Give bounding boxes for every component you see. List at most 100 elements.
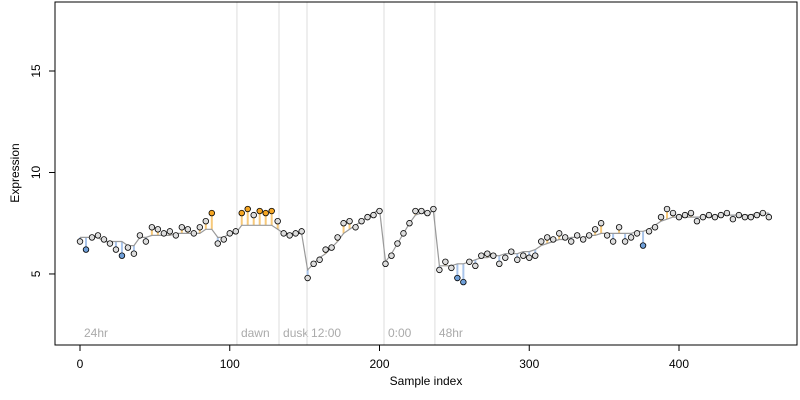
data-point [184, 226, 192, 233]
data-point [639, 242, 647, 249]
event-label: 48hr [439, 326, 463, 340]
data-point [178, 224, 186, 231]
data-point [657, 213, 665, 221]
data-point [436, 266, 443, 274]
data-point [711, 213, 719, 221]
data-point [346, 217, 353, 225]
data-point [340, 220, 347, 227]
x-tick-label: 300 [519, 357, 539, 371]
x-axis-label: Sample index [390, 374, 463, 388]
data-point [400, 230, 407, 237]
data-point [262, 209, 269, 217]
data-point [556, 230, 563, 237]
data-point [370, 211, 377, 219]
data-point [256, 207, 263, 215]
data-point [130, 250, 138, 257]
data-point [675, 213, 683, 221]
data-point [286, 232, 293, 239]
data-point [759, 209, 767, 217]
data-point [723, 209, 731, 217]
data-point [334, 234, 341, 241]
data-point [202, 217, 209, 225]
data-point [172, 232, 180, 239]
data-point [526, 254, 533, 261]
data-point [364, 213, 371, 221]
data-point [621, 238, 629, 245]
data-point [478, 252, 485, 259]
data-point [274, 217, 281, 225]
data-point [196, 224, 204, 231]
data-point [388, 252, 395, 259]
data-point [597, 220, 605, 227]
data-point [106, 240, 114, 247]
data-point [244, 205, 251, 213]
data-point [424, 209, 431, 217]
data-point [645, 228, 653, 235]
fitted-line [80, 207, 769, 272]
y-tick-label: 5 [29, 270, 43, 277]
data-point [765, 213, 773, 221]
data-point [112, 246, 120, 253]
event-label: dusk [283, 326, 309, 340]
data-point [328, 244, 335, 251]
data-point [496, 260, 503, 268]
event-label: dawn [241, 326, 270, 340]
data-point [304, 274, 311, 282]
event-label: 12:00 [311, 326, 341, 340]
data-point [609, 238, 617, 245]
event-label: 24hr [84, 326, 108, 340]
data-point [442, 258, 449, 265]
data-point [412, 207, 419, 215]
data-point [472, 262, 479, 270]
data-point [603, 232, 611, 239]
data-point [490, 252, 497, 259]
data-point [627, 234, 635, 241]
data-point [226, 230, 233, 237]
data-point [615, 224, 623, 231]
data-point [705, 211, 713, 219]
data-point [687, 209, 695, 217]
data-point [729, 215, 737, 223]
data-point [532, 252, 539, 259]
data-point [82, 246, 90, 253]
data-point [579, 236, 587, 243]
data-point [484, 250, 491, 257]
data-point [118, 252, 126, 259]
data-point [651, 224, 659, 231]
data-point [88, 234, 96, 241]
data-point [717, 211, 725, 219]
plot-frame [54, 1, 798, 346]
data-point [508, 248, 515, 255]
x-tick-label: 0 [77, 357, 84, 371]
data-point [699, 213, 707, 221]
data-point [406, 220, 413, 227]
data-point [633, 230, 641, 237]
data-point [567, 238, 575, 245]
data-point [166, 228, 174, 235]
data-point [94, 232, 102, 239]
data-point [585, 232, 593, 239]
data-point [358, 217, 365, 225]
data-point [591, 226, 599, 233]
data-point [382, 260, 389, 268]
x-tick-label: 400 [669, 357, 689, 371]
data-point [747, 213, 755, 221]
data-point [100, 236, 108, 243]
data-point [573, 232, 581, 239]
data-point [322, 246, 329, 253]
data-point [561, 234, 569, 241]
data-point [280, 230, 287, 237]
data-point [268, 207, 275, 215]
data-point [735, 211, 743, 219]
data-point [550, 236, 557, 243]
data-point [394, 240, 401, 247]
y-axis-label: Expression [8, 143, 22, 202]
data-point [124, 244, 132, 251]
data-point [250, 211, 257, 219]
data-point [160, 230, 168, 237]
data-point [310, 260, 317, 268]
y-tick-label: 10 [29, 165, 43, 179]
data-point [466, 258, 473, 265]
data-point [460, 278, 467, 286]
